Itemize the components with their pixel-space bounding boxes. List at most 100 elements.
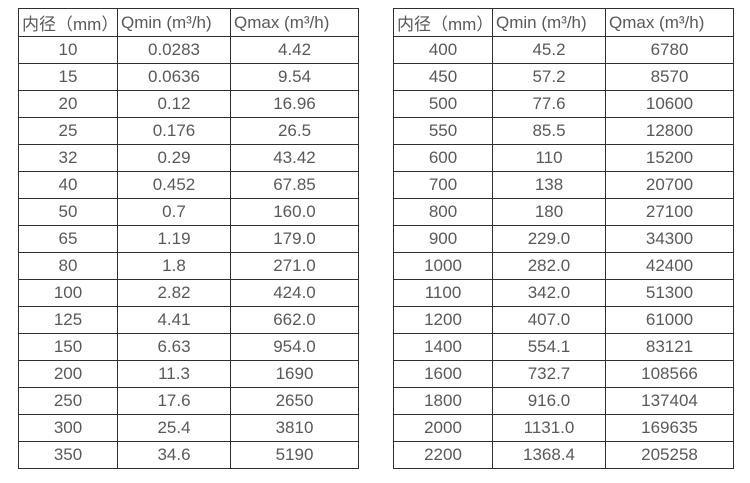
table-cell: 83121 [605,333,734,361]
table-cell: 179.0 [230,225,359,253]
table-row: 40 0.452 67.85 [18,171,359,199]
table-cell: 67.85 [230,171,359,199]
table-row: 900 229.0 34300 [393,225,734,253]
table-cell: 916.0 [492,387,606,415]
table-cell: 1600 [393,360,493,388]
table-row: 15 0.0636 9.54 [18,63,359,91]
table-cell: 0.12 [117,90,231,118]
table-cell: 4.41 [117,306,231,334]
table-cell: 1131.0 [492,414,606,442]
table-row: 350 34.6 5190 [18,441,359,469]
table-cell: 662.0 [230,306,359,334]
table-cell: 700 [393,171,493,199]
table-cell: 169635 [605,414,734,442]
header-row: 内径（mm） Qmin (m³/h) Qmax (m³/h) [393,8,734,37]
flow-table-small-body: 10 0.0283 4.42 15 0.0636 9.54 20 0.12 16.96 25 0.1… [18,36,359,469]
table-cell: 1200 [393,306,493,334]
table-cell: 250 [18,387,118,415]
table-cell: 1.8 [117,252,231,280]
table-row: 32 0.29 43.42 [18,144,359,172]
table-row: 80 1.8 271.0 [18,252,359,280]
table-cell: 6780 [605,36,734,64]
table-cell: 138 [492,171,606,199]
header-diameter: 内径（mm） [18,8,118,37]
table-row: 1800 916.0 137404 [393,387,734,415]
table-cell: 600 [393,144,493,172]
table-row: 200 11.3 1690 [18,360,359,388]
header-row: 内径（mm） Qmin (m³/h) Qmax (m³/h) [18,8,359,37]
table-cell: 15 [18,63,118,91]
table-cell: 271.0 [230,252,359,280]
table-row: 150 6.63 954.0 [18,333,359,361]
table-cell: 0.29 [117,144,231,172]
table-cell: 180 [492,198,606,226]
table-row: 65 1.19 179.0 [18,225,359,253]
table-cell: 0.452 [117,171,231,199]
table-cell: 407.0 [492,306,606,334]
table-cell: 108566 [605,360,734,388]
table-row: 250 17.6 2650 [18,387,359,415]
table-cell: 25.4 [117,414,231,442]
table-cell: 554.1 [492,333,606,361]
table-cell: 100 [18,279,118,307]
table-cell: 9.54 [230,63,359,91]
table-cell: 500 [393,90,493,118]
table-cell: 6.63 [117,333,231,361]
table-cell: 34300 [605,225,734,253]
table-row: 600 110 15200 [393,144,734,172]
header-diameter: 内径（mm） [393,8,493,37]
table-cell: 17.6 [117,387,231,415]
table-cell: 1000 [393,252,493,280]
table-row: 1100 342.0 51300 [393,279,734,307]
table-cell: 25 [18,117,118,145]
table-cell: 26.5 [230,117,359,145]
table-cell: 350 [18,441,118,469]
table-row: 550 85.5 12800 [393,117,734,145]
table-cell: 424.0 [230,279,359,307]
table-cell: 800 [393,198,493,226]
table-cell: 27100 [605,198,734,226]
header-qmin: Qmin (m³/h) [117,8,231,37]
flow-table-small-diameters: 内径（mm） Qmin (m³/h) Qmax (m³/h) 10 0.0283 4… [18,8,359,469]
table-cell: 954.0 [230,333,359,361]
table-cell: 32 [18,144,118,172]
table-cell: 0.0636 [117,63,231,91]
table-cell: 5190 [230,441,359,469]
table-cell: 150 [18,333,118,361]
table-cell: 1368.4 [492,441,606,469]
flow-table-large-diameters: 内径（mm） Qmin (m³/h) Qmax (m³/h) 400 45.2 67… [393,8,734,469]
table-cell: 42400 [605,252,734,280]
table-cell: 0.0283 [117,36,231,64]
table-cell: 15200 [605,144,734,172]
table-cell: 4.42 [230,36,359,64]
table-cell: 12800 [605,117,734,145]
table-cell: 229.0 [492,225,606,253]
table-row: 1000 282.0 42400 [393,252,734,280]
table-cell: 10 [18,36,118,64]
table-cell: 110 [492,144,606,172]
table-cell: 40 [18,171,118,199]
table-cell: 200 [18,360,118,388]
table-cell: 85.5 [492,117,606,145]
table-cell: 1100 [393,279,493,307]
table-cell: 300 [18,414,118,442]
table-cell: 3810 [230,414,359,442]
table-cell: 550 [393,117,493,145]
table-cell: 342.0 [492,279,606,307]
table-cell: 20 [18,90,118,118]
header-qmax: Qmax (m³/h) [230,8,359,37]
table-row: 50 0.7 160.0 [18,198,359,226]
table-cell: 11.3 [117,360,231,388]
table-cell: 45.2 [492,36,606,64]
table-row: 700 138 20700 [393,171,734,199]
table-cell: 2650 [230,387,359,415]
table-cell: 43.42 [230,144,359,172]
table-cell: 400 [393,36,493,64]
table-cell: 1400 [393,333,493,361]
table-cell: 450 [393,63,493,91]
table-cell: 50 [18,198,118,226]
table-row: 2200 1368.4 205258 [393,441,734,469]
table-cell: 2.82 [117,279,231,307]
table-cell: 732.7 [492,360,606,388]
